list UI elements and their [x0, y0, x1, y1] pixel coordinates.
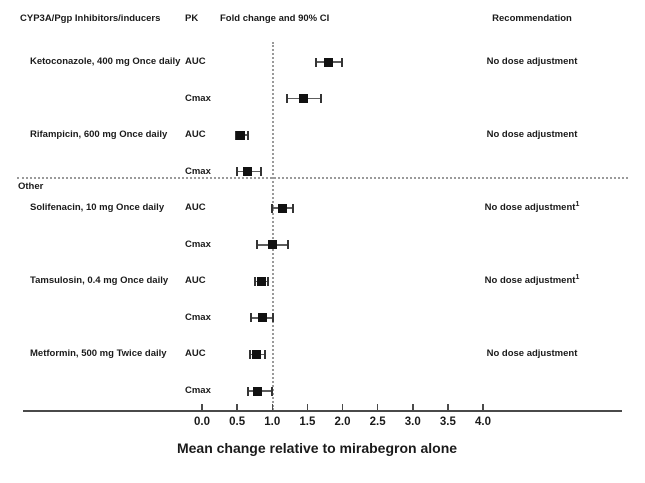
- header-fold-change-column: Fold change and 90% CI: [220, 13, 330, 24]
- ci-cap-right: [267, 276, 270, 286]
- drug-label: Ketoconazole, 400 mg Once daily: [30, 56, 181, 67]
- header-drug-column: CYP3A/Pgp Inhibitors/inducers: [20, 13, 161, 24]
- ci-cap-left: [236, 167, 239, 177]
- pk-label: AUC: [185, 56, 206, 67]
- recommendation-text: No dose adjustment1: [484, 274, 580, 287]
- drug-label: Rifampicin, 600 mg Once daily: [30, 129, 168, 141]
- x-axis-tick-label: 3.0: [404, 416, 421, 428]
- ci-cap-left: [248, 349, 251, 359]
- ci-cap-left: [314, 57, 317, 67]
- x-axis-tick-label: 0.5: [229, 416, 246, 428]
- pk-label: AUC: [185, 275, 206, 287]
- ci-cap-right: [246, 130, 249, 140]
- x-axis-tick-label: 3.5: [439, 416, 456, 428]
- pk-label: Cmax: [185, 311, 211, 323]
- ci-cap-left: [286, 94, 288, 104]
- point-marker: [236, 130, 246, 140]
- ci-cap-right: [287, 240, 290, 250]
- header-pk-column: PK: [185, 13, 199, 24]
- recommendation-text: No dose adjustment: [486, 56, 578, 67]
- x-axis-tick: [447, 404, 449, 410]
- point-marker: [243, 167, 253, 177]
- point-marker: [323, 57, 333, 67]
- point-marker: [257, 313, 267, 323]
- ci-cap-left: [234, 130, 237, 140]
- ci-cap-left: [253, 276, 256, 286]
- x-axis-tick: [376, 404, 379, 410]
- recommendation-text: No dose adjustment: [486, 129, 578, 141]
- ci-cap-right: [271, 313, 274, 323]
- x-axis-line: [23, 410, 622, 412]
- pk-label: AUC: [185, 348, 206, 360]
- x-axis-tick: [271, 404, 273, 410]
- x-axis-tick: [341, 404, 344, 410]
- pk-label: Cmax: [185, 385, 211, 397]
- ci-cap-right: [340, 57, 343, 67]
- point-marker: [252, 386, 262, 396]
- point-marker: [267, 240, 277, 250]
- section-separator-line: [17, 177, 628, 179]
- reference-line-1x: [271, 42, 274, 410]
- ci-cap-left: [255, 240, 258, 250]
- x-axis-tick: [306, 404, 309, 410]
- ci-cap-right: [260, 167, 262, 177]
- drug-label: Tamsulosin, 0.4 mg Once daily: [30, 275, 169, 287]
- ci-cap-right: [270, 386, 273, 396]
- pk-label: AUC: [185, 129, 206, 141]
- recommendation-text: No dose adjustment: [486, 348, 578, 360]
- ci-cap-left: [247, 386, 250, 396]
- point-marker: [299, 94, 309, 104]
- ci-cap-right: [320, 94, 323, 104]
- point-marker: [257, 276, 267, 286]
- x-axis-tick-label: 0.0: [194, 416, 210, 428]
- drug-label: Solifenacin, 10 mg Once daily: [30, 202, 165, 214]
- x-axis-tick: [201, 404, 203, 410]
- pk-label: Cmax: [185, 238, 211, 250]
- x-axis-tick: [482, 404, 484, 410]
- section-label-other: Other: [18, 181, 44, 192]
- x-axis-tick-label: 1.5: [299, 416, 316, 428]
- pk-label: Cmax: [185, 165, 211, 177]
- pk-label: Cmax: [185, 92, 211, 104]
- x-axis-tick-label: 4.0: [475, 416, 491, 428]
- header-recommendation-column: Recommendation: [492, 13, 572, 24]
- ci-cap-right: [292, 203, 295, 213]
- x-axis-tick-label: 2.5: [369, 416, 386, 428]
- x-axis-tick: [236, 404, 238, 410]
- pk-label: AUC: [185, 202, 206, 214]
- x-axis-tick-label: 1.0: [264, 416, 281, 428]
- recommendation-text: No dose adjustment1: [484, 201, 580, 214]
- ci-cap-right: [263, 349, 266, 359]
- point-marker: [277, 203, 287, 213]
- ci-cap-left: [250, 313, 253, 323]
- x-axis-tick: [412, 404, 414, 410]
- drug-label: Metformin, 500 mg Twice daily: [30, 348, 167, 360]
- point-marker: [251, 349, 261, 359]
- x-axis-title: Mean change relative to mirabegron alone: [176, 440, 458, 456]
- x-axis-tick-label: 2.0: [334, 416, 351, 428]
- ci-cap-left: [270, 203, 273, 213]
